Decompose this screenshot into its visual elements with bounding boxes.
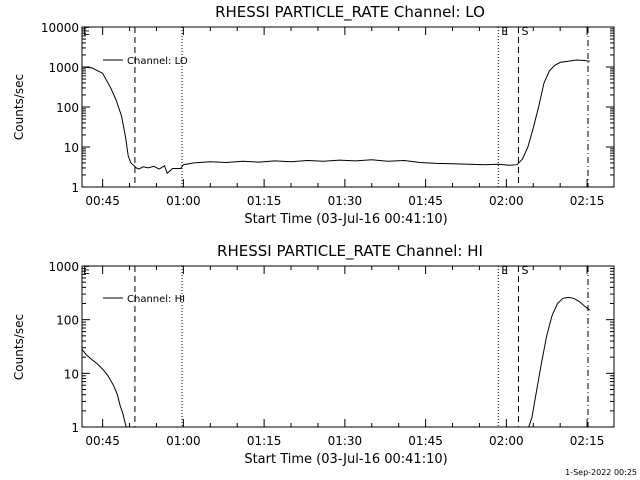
y-tick-label: 1000 [48,260,79,274]
marker-label-E: E [501,264,508,277]
marker-label-E: E [83,264,90,277]
y-tick-label: 10 [64,367,79,381]
series-line-lo-0 [82,59,590,175]
x-tick-label: 01:30 [328,434,363,448]
chart-title-lo: RHESSI PARTICLE_RATE Channel: LO [215,3,485,22]
y-tick-label: 100 [56,101,79,115]
x-tick-label: 00:45 [85,194,120,208]
chart-title-hi: RHESSI PARTICLE_RATE Channel: HI [217,242,483,261]
chart-marks-hi: 00:45 01:00 01:15 01:30 01:45 02:00 02:15 1 10 10… [48,260,615,448]
legend-hi: Channel: HI [103,294,185,305]
x-axis-label-lo: Start Time (03-Jul-16 00:41:10) [244,212,447,227]
y-tick-label: 10000 [41,21,79,35]
x-tick-label: 02:15 [570,434,605,448]
x-tick-label: 01:15 [247,194,282,208]
x-tick-label: 01:00 [166,434,201,448]
marker-label-E: E [501,25,508,38]
legend-label-lo: Channel: LO [127,56,188,67]
chart-panel-hi: RHESSI PARTICLE_RATE Channel: HI Counts/… [12,242,615,467]
plot-frame-lo [81,26,615,188]
marker-label-S: S [521,25,528,38]
marker-label-S: S [521,264,528,277]
series-line-hi-0 [82,348,127,427]
chart-panel-lo: RHESSI PARTICLE_RATE Channel: LO Counts/… [12,3,615,227]
x-tick-label: 01:30 [328,194,363,208]
legend-lo: Channel: LO [103,56,188,67]
chart-marks-lo: 00:45 01:00 01:15 01:30 01:45 02:00 02:15 1 10 10… [41,21,615,208]
x-tick-label: 01:15 [247,434,282,448]
y-tick-label: 1 [71,181,79,195]
y-tick-label: 100 [56,314,79,328]
marker-label-E: E [83,25,90,38]
y-axis-label-hi: Counts/sec [12,314,26,380]
x-tick-label: 01:45 [408,194,443,208]
footer-timestamp: 1-Sep-2022 00:25 [565,468,637,477]
y-axis-label-lo: Counts/sec [12,74,26,140]
y-tick-label: 1 [71,421,79,435]
x-tick-label: 02:00 [489,434,524,448]
x-tick-label: 02:00 [489,194,524,208]
x-tick-label: 02:15 [570,194,605,208]
x-tick-label: 01:45 [408,434,443,448]
y-tick-label: 10 [64,141,79,155]
legend-label-hi: Channel: HI [127,294,185,305]
x-tick-label: 00:45 [85,434,120,448]
series-line-hi-1 [528,296,591,427]
x-axis-label-hi: Start Time (03-Jul-16 00:41:10) [244,452,447,467]
y-tick-label: 1000 [48,61,79,75]
x-tick-label: 01:00 [166,194,201,208]
